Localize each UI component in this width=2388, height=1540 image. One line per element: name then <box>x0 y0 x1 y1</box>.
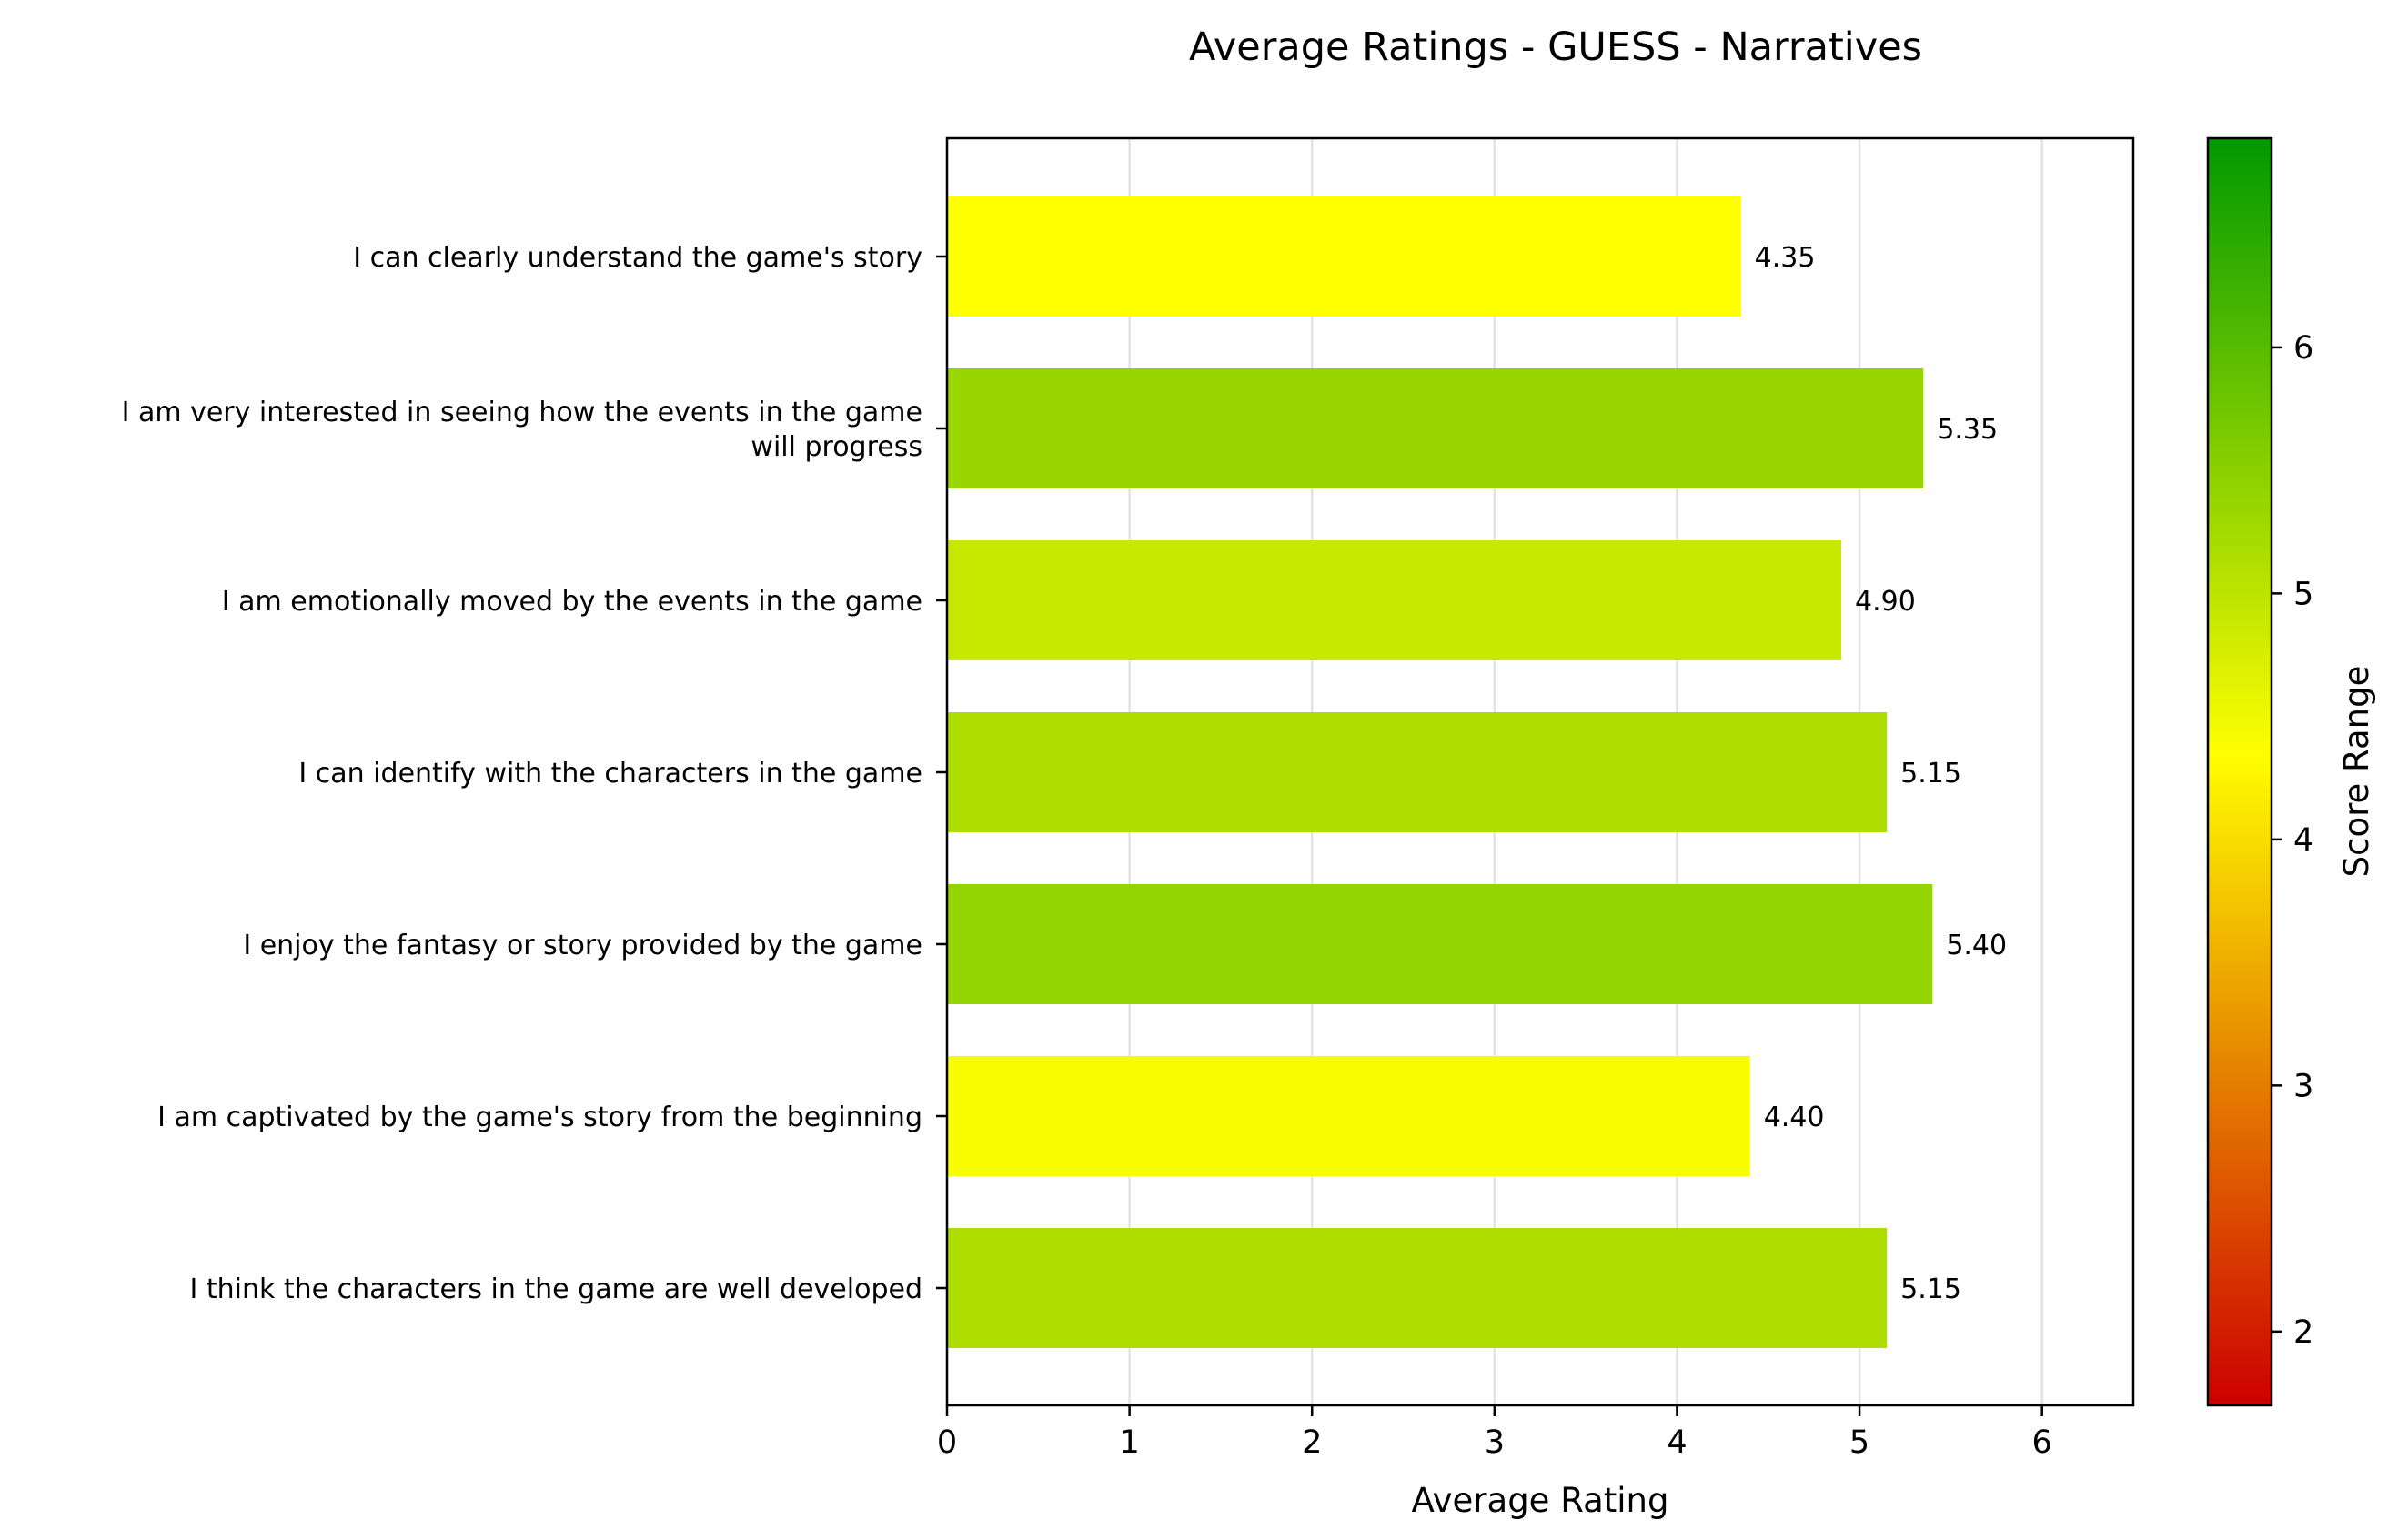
bar <box>947 368 1924 488</box>
x-axis-ticks: 0 1 2 3 4 5 6 <box>937 1405 2052 1461</box>
colorbar-tick-label: 2 <box>2293 1314 2313 1351</box>
chart-title: Average Ratings - GUESS - Narratives <box>1189 25 1922 70</box>
x-tick-label: 2 <box>1302 1424 1322 1461</box>
x-tick-label: 1 <box>1119 1424 1139 1461</box>
category-label: I think the characters in the game are w… <box>189 1273 922 1305</box>
bar-value-label: 5.15 <box>1900 758 1961 790</box>
colorbar <box>2206 136 2273 1407</box>
bar <box>947 712 1888 832</box>
bar-value-label: 5.40 <box>1946 930 2007 961</box>
category-label: I am captivated by the game's story from… <box>157 1102 922 1133</box>
bar-value-label: 5.15 <box>1900 1273 1961 1305</box>
category-label: will progress <box>751 431 922 463</box>
category-label: I am emotionally moved by the events in … <box>222 586 922 618</box>
colorbar-tick-label: 4 <box>2293 822 2313 859</box>
category-label: I am very interested in seeing how the e… <box>122 397 922 428</box>
bar <box>947 1228 1888 1348</box>
category-labels: I can clearly understand the game's stor… <box>122 242 947 1305</box>
bar-value-label: 4.90 <box>1855 586 1916 618</box>
x-tick-label: 3 <box>1485 1424 1505 1461</box>
x-axis-label: Average Rating <box>1412 1481 1669 1520</box>
colorbar-tick-label: 6 <box>2293 330 2313 367</box>
value-labels: 4.35 5.35 4.90 5.15 5.40 4.40 5.15 <box>1755 242 2007 1305</box>
plot-frame <box>945 136 2135 1407</box>
bar <box>947 884 1933 1004</box>
x-tick-label: 6 <box>2032 1424 2052 1461</box>
category-label: I enjoy the fantasy or story provided by… <box>243 930 922 961</box>
bar <box>947 1056 1750 1176</box>
category-label: I can identify with the characters in th… <box>298 758 922 790</box>
x-tick-label: 4 <box>1667 1424 1687 1461</box>
colorbar-ticks: 2 3 4 5 6 <box>2272 330 2313 1351</box>
bar <box>947 196 1741 317</box>
bar <box>947 540 1842 660</box>
colorbar-tick-label: 3 <box>2293 1068 2313 1104</box>
x-tick-label: 5 <box>1849 1424 1869 1461</box>
bars <box>947 196 1933 1348</box>
colorbar-tick-label: 5 <box>2293 576 2313 612</box>
bar-value-label: 4.40 <box>1764 1102 1825 1133</box>
x-tick-label: 0 <box>937 1424 957 1461</box>
category-label: I can clearly understand the game's stor… <box>353 242 922 274</box>
colorbar-label: Score Range <box>2337 666 2376 878</box>
bar-value-label: 4.35 <box>1755 242 1816 274</box>
bar-value-label: 5.35 <box>1937 414 1998 446</box>
